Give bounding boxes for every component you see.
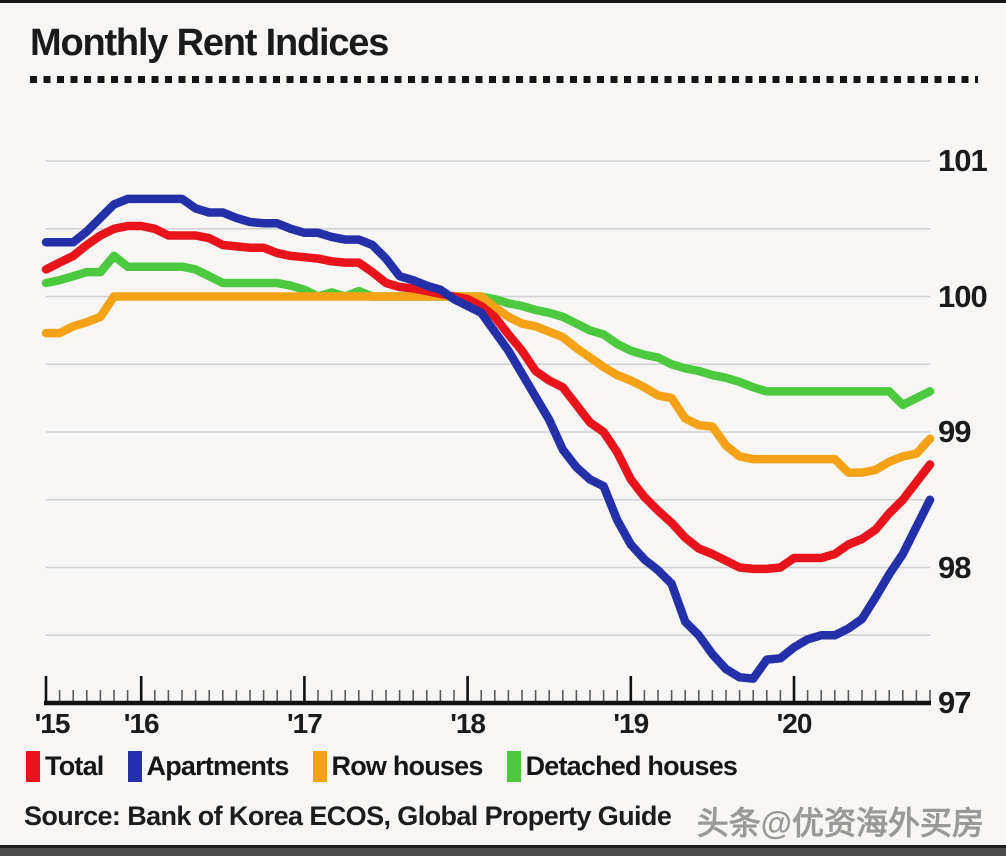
legend-label: Row houses [331, 751, 484, 781]
legend-swatch-row-houses [312, 751, 327, 782]
top-edge-border [0, 0, 1006, 3]
series-line-row-houses [41, 292, 935, 477]
x-axis-label-19: '19 [613, 708, 649, 739]
legend-item-total: Total [26, 751, 104, 782]
legend-swatch-apartments [127, 751, 142, 782]
legend-item-apartments: Apartments [127, 751, 290, 782]
series-line-total [41, 221, 935, 574]
y-axis-label-97: 97 [938, 685, 971, 720]
bottom-edge-bar [0, 845, 1006, 856]
chart-canvas [41, 160, 935, 706]
legend-item-detached-houses: Detached houses [506, 751, 738, 782]
x-axis-label-16: '16 [123, 708, 160, 739]
x-axis-label-18: '18 [450, 708, 486, 739]
x-axis-label-15: '15 [34, 708, 71, 739]
series-line-apartments [41, 194, 935, 683]
legend-label: Detached houses [525, 751, 738, 781]
y-axis-label-101: 101 [938, 143, 988, 178]
legend-label: Apartments [146, 751, 290, 781]
y-axis-label-100: 100 [938, 278, 988, 314]
y-axis-label-99: 99 [938, 414, 971, 449]
legend-label: Total [45, 751, 104, 781]
source-attribution: Source: Bank of Korea ECOS, Global Prope… [24, 801, 672, 831]
series-line-detached-houses [41, 251, 935, 410]
chart-title: Monthly Rent Indices [30, 22, 389, 64]
x-axis-label-20: '20 [776, 708, 813, 739]
x-axis-label-17: '17 [286, 708, 323, 739]
y-axis-label-98: 98 [938, 549, 971, 585]
chart-legend: Total Apartments Row houses Detached houses [26, 751, 738, 782]
legend-swatch-detached-houses [506, 751, 521, 782]
legend-item-row-houses: Row houses [312, 751, 484, 782]
watermark-text: 头条@优资海外买房 [696, 805, 984, 841]
legend-swatch-total [26, 751, 40, 782]
title-dotted-rule [30, 76, 978, 83]
